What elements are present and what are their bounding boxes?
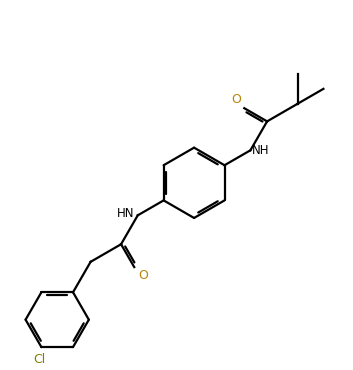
- Text: O: O: [138, 269, 148, 282]
- Text: HN: HN: [117, 207, 134, 220]
- Text: O: O: [231, 94, 241, 107]
- Text: Cl: Cl: [34, 353, 46, 366]
- Text: NH: NH: [252, 144, 270, 157]
